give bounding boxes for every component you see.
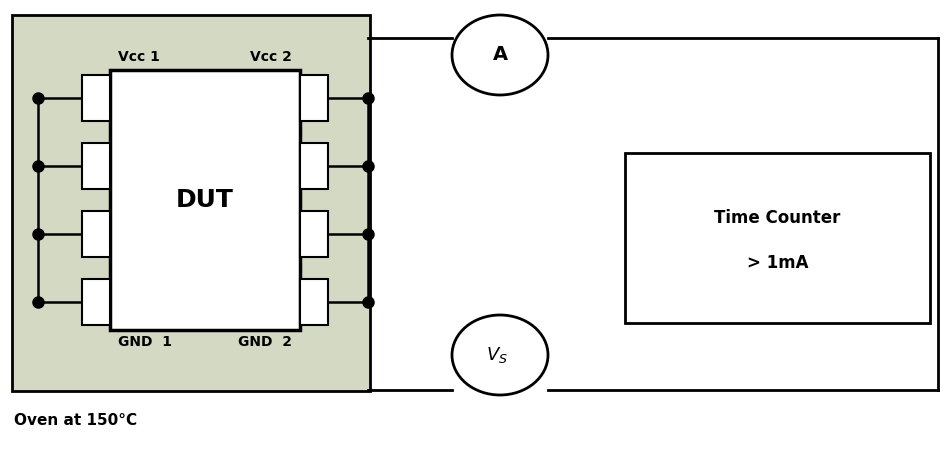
Bar [82,211,110,257]
Ellipse shape [452,315,548,395]
Text: > 1mA: > 1mA [747,254,808,272]
Text: DUT: DUT [176,188,234,212]
Bar [300,75,328,121]
Text: Vcc 1: Vcc 1 [118,50,160,64]
Bar [110,70,300,330]
Bar [300,211,328,257]
Text: GND  1: GND 1 [118,335,172,349]
Bar [12,15,370,391]
Ellipse shape [452,15,548,95]
Bar [82,75,110,121]
Bar [82,143,110,189]
Text: A: A [493,46,508,64]
Text: Time Counter: Time Counter [714,209,841,226]
Text: Vcc 2: Vcc 2 [250,50,292,64]
Bar [82,279,110,325]
Bar [300,279,328,325]
Text: GND  2: GND 2 [238,335,292,349]
Bar [300,143,328,189]
Bar [625,153,930,323]
Text: $V_S$: $V_S$ [486,345,508,365]
Text: Oven at 150°C: Oven at 150°C [14,413,137,428]
